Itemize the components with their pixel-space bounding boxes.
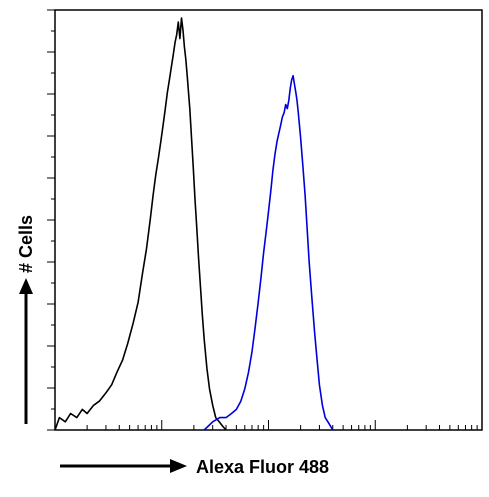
axis-ticks (47, 9, 483, 431)
y-axis-label: # Cells (16, 215, 36, 273)
y-axis-arrow (19, 278, 33, 424)
series-control-line (54, 17, 227, 431)
x-axis-arrow (60, 459, 187, 473)
x-axis-label: Alexa Fluor 488 (196, 457, 329, 477)
series-group (54, 17, 334, 431)
series-sample-line (203, 74, 334, 431)
